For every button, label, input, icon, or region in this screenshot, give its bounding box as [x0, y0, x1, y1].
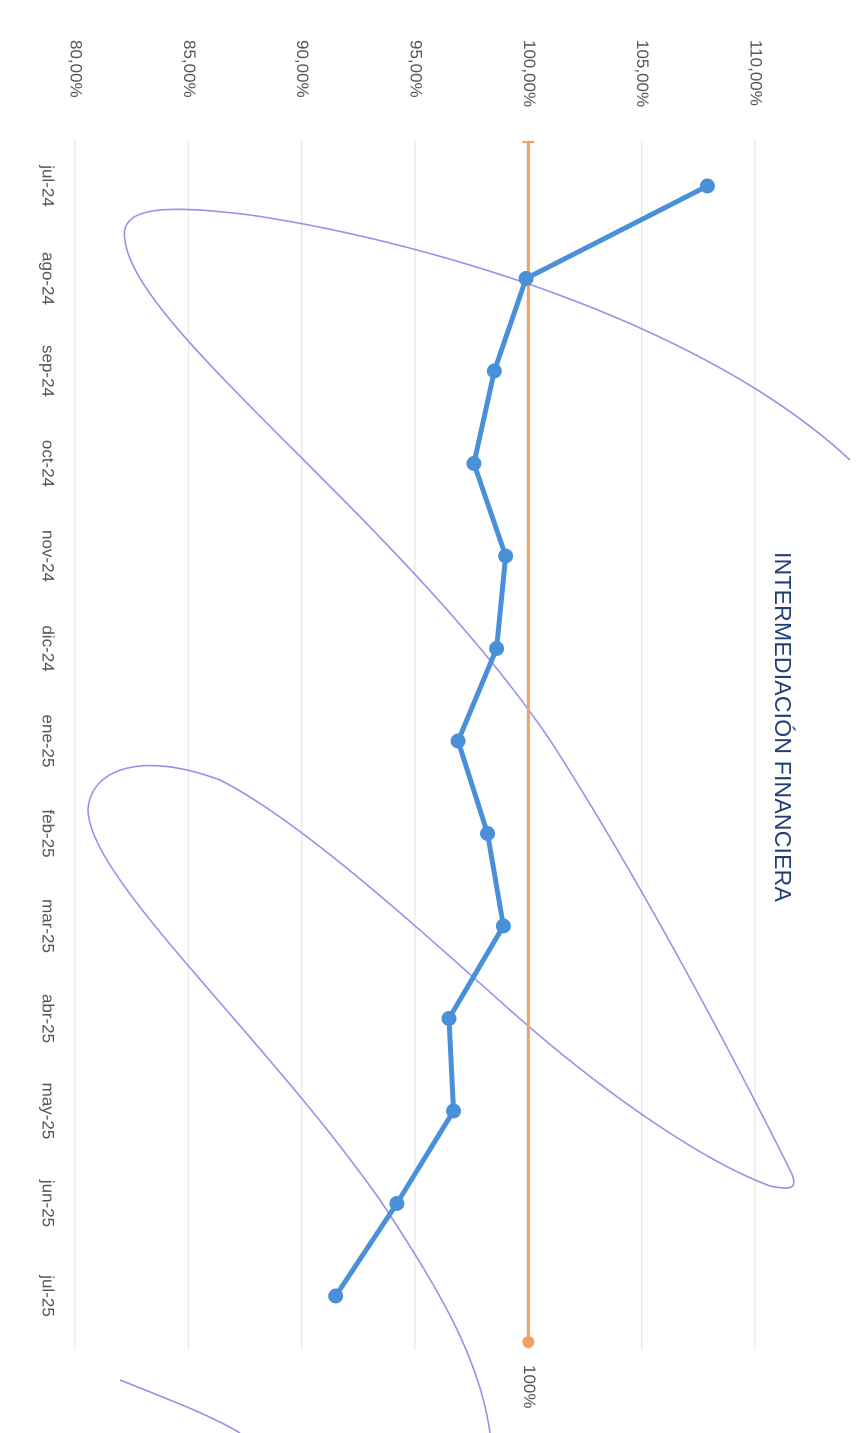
- data-point: [518, 271, 534, 286]
- data-point: [495, 918, 511, 934]
- data-point: [450, 733, 466, 749]
- data-point: [486, 363, 502, 379]
- data-point: [489, 641, 505, 656]
- value-tick-label: 95,00%: [407, 40, 426, 98]
- data-point: [699, 178, 715, 194]
- pen-scribble-upper: [87, 208, 851, 1433]
- category-tick-label: may-25: [39, 1083, 58, 1140]
- series-line: [333, 183, 710, 1299]
- category-tick-label: ago-24: [39, 252, 58, 305]
- data-point: [389, 1196, 405, 1211]
- axis-ticks: 80,00% 85,00% 90,00% 95,00% 100,00% 105,00% 11…: [39, 40, 766, 1317]
- data-point: [466, 456, 482, 471]
- value-tick-label: 85,00%: [180, 40, 199, 98]
- category-tick-label: dic-24: [39, 625, 58, 671]
- grid-lines: [74, 140, 756, 1350]
- pen-scribbles: [87, 208, 851, 1433]
- data-point: [446, 1103, 462, 1119]
- category-tick-label: feb-25: [39, 809, 58, 857]
- value-tick-label: 110,00%: [747, 40, 766, 106]
- value-tick-label: 100,00%: [520, 40, 539, 107]
- reference-series: 100%: [520, 141, 539, 1408]
- category-tick-label: ene-25: [39, 715, 58, 768]
- data-point: [498, 548, 514, 564]
- category-tick-label: jul-24: [39, 164, 58, 207]
- value-tick-label: 80,00%: [67, 40, 86, 98]
- data-point: [480, 826, 496, 841]
- data-point: [441, 1011, 457, 1026]
- reference-end-label: 100%: [520, 1365, 539, 1408]
- category-tick-label: sep-24: [39, 345, 58, 397]
- value-tick-label: 90,00%: [293, 40, 312, 98]
- value-tick-label: 105,00%: [633, 40, 652, 107]
- pen-scribble-lower: [119, 1379, 241, 1433]
- main-series: [328, 178, 715, 1304]
- data-point: [328, 1288, 344, 1304]
- chart-title: INTERMEDIACIÓN FINANCIERA: [770, 552, 796, 902]
- category-tick-label: jul-25: [39, 1274, 58, 1317]
- category-tick-label: nov-24: [39, 530, 58, 582]
- category-tick-label: abr-25: [39, 994, 58, 1043]
- reference-end-marker: [522, 1336, 535, 1348]
- category-tick-label: jun-25: [39, 1179, 58, 1227]
- category-tick-label: oct-24: [39, 440, 58, 487]
- category-tick-label: mar-25: [39, 899, 58, 953]
